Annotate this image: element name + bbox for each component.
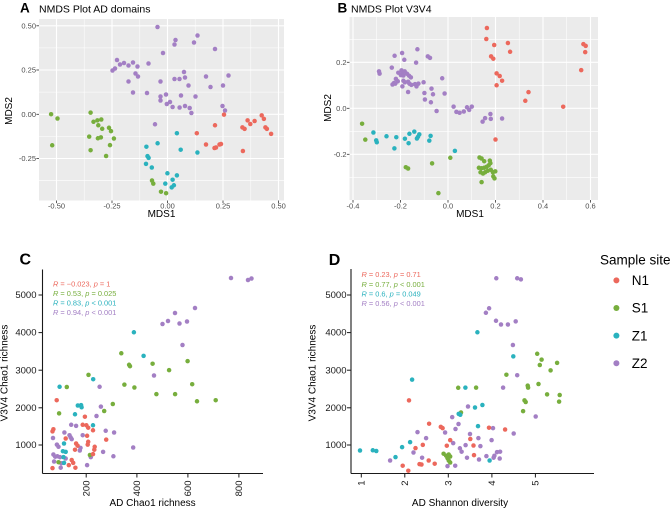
svg-text:0.00: 0.00 [160,202,175,211]
svg-text:1000: 1000 [325,440,346,451]
svg-text:MDS1: MDS1 [456,209,484,220]
svg-text:R = −0.023, p = 1: R = −0.023, p = 1 [53,280,110,289]
svg-text:B: B [338,1,348,16]
svg-text:0.0: 0.0 [443,202,453,211]
svg-text:Z1: Z1 [632,328,648,343]
svg-text:-0.25: -0.25 [103,202,120,211]
svg-text:4: 4 [487,481,498,486]
svg-text:-0.4: -0.4 [347,202,360,211]
svg-text:1000: 1000 [15,440,36,451]
svg-text:800: 800 [234,481,245,497]
svg-text:200: 200 [81,481,92,497]
svg-text:3000: 3000 [325,365,346,376]
svg-text:R = 0.83, p < 0.001: R = 0.83, p < 0.001 [53,299,116,308]
svg-text:R = 0.23, p = 0.71: R = 0.23, p = 0.71 [362,270,421,279]
svg-text:0.0: 0.0 [336,104,346,113]
svg-text:400: 400 [132,481,143,497]
svg-text:R = 0.77, p < 0.001: R = 0.77, p < 0.001 [362,280,425,289]
svg-text:0.50: 0.50 [271,202,286,211]
svg-text:600: 600 [183,481,194,497]
svg-text:1: 1 [356,481,367,486]
svg-text:4000: 4000 [325,328,346,339]
svg-text:0.00: 0.00 [21,110,36,119]
svg-text:NMDS Plot AD domains: NMDS Plot AD domains [39,4,150,16]
svg-text:2: 2 [400,481,411,486]
svg-text:-0.50: -0.50 [48,202,65,211]
svg-text:N1: N1 [632,273,649,288]
svg-text:AD Shannon diversity: AD Shannon diversity [412,498,508,509]
svg-text:Z2: Z2 [632,356,648,371]
svg-text:R = 0.53, p = 0.025: R = 0.53, p = 0.025 [53,289,116,298]
svg-text:3: 3 [443,481,454,486]
svg-text:0.2: 0.2 [336,58,346,67]
svg-text:-0.2: -0.2 [334,150,347,159]
svg-text:R = 0.56, p < 0.001: R = 0.56, p < 0.001 [362,299,425,308]
svg-text:V3V4 Chao1 richness: V3V4 Chao1 richness [0,325,11,422]
svg-text:0.25: 0.25 [21,66,36,75]
svg-text:NMDS Plot V3V4: NMDS Plot V3V4 [351,4,432,16]
svg-text:2000: 2000 [15,403,36,414]
svg-text:0.25: 0.25 [216,202,231,211]
svg-text:0.50: 0.50 [21,21,36,30]
svg-text:V3V4 Chao1 richness: V3V4 Chao1 richness [308,325,319,422]
svg-text:4000: 4000 [15,328,36,339]
svg-text:Sample site: Sample site [600,253,671,268]
svg-text:5000: 5000 [15,290,36,301]
svg-text:R = 0.94, p < 0.001: R = 0.94, p < 0.001 [53,308,116,317]
svg-text:0.6: 0.6 [585,202,595,211]
svg-text:0.4: 0.4 [538,202,548,211]
svg-text:D: D [329,252,341,269]
svg-text:2000: 2000 [325,403,346,414]
svg-text:0.2: 0.2 [490,202,500,211]
svg-text:3000: 3000 [15,365,36,376]
svg-text:MDS2: MDS2 [323,94,334,122]
svg-text:-0.25: -0.25 [19,154,36,163]
svg-text:MDS2: MDS2 [4,97,15,125]
svg-text:R = 0.6, p = 0.049: R = 0.6, p = 0.049 [362,290,421,299]
svg-text:A: A [20,1,30,16]
svg-text:AD Chao1 richness: AD Chao1 richness [110,498,196,509]
svg-text:C: C [20,252,32,269]
svg-text:5: 5 [531,481,542,486]
svg-text:S1: S1 [632,301,649,316]
svg-text:-0.2: -0.2 [394,202,407,211]
svg-text:5000: 5000 [325,290,346,301]
svg-text:MDS1: MDS1 [148,209,176,220]
